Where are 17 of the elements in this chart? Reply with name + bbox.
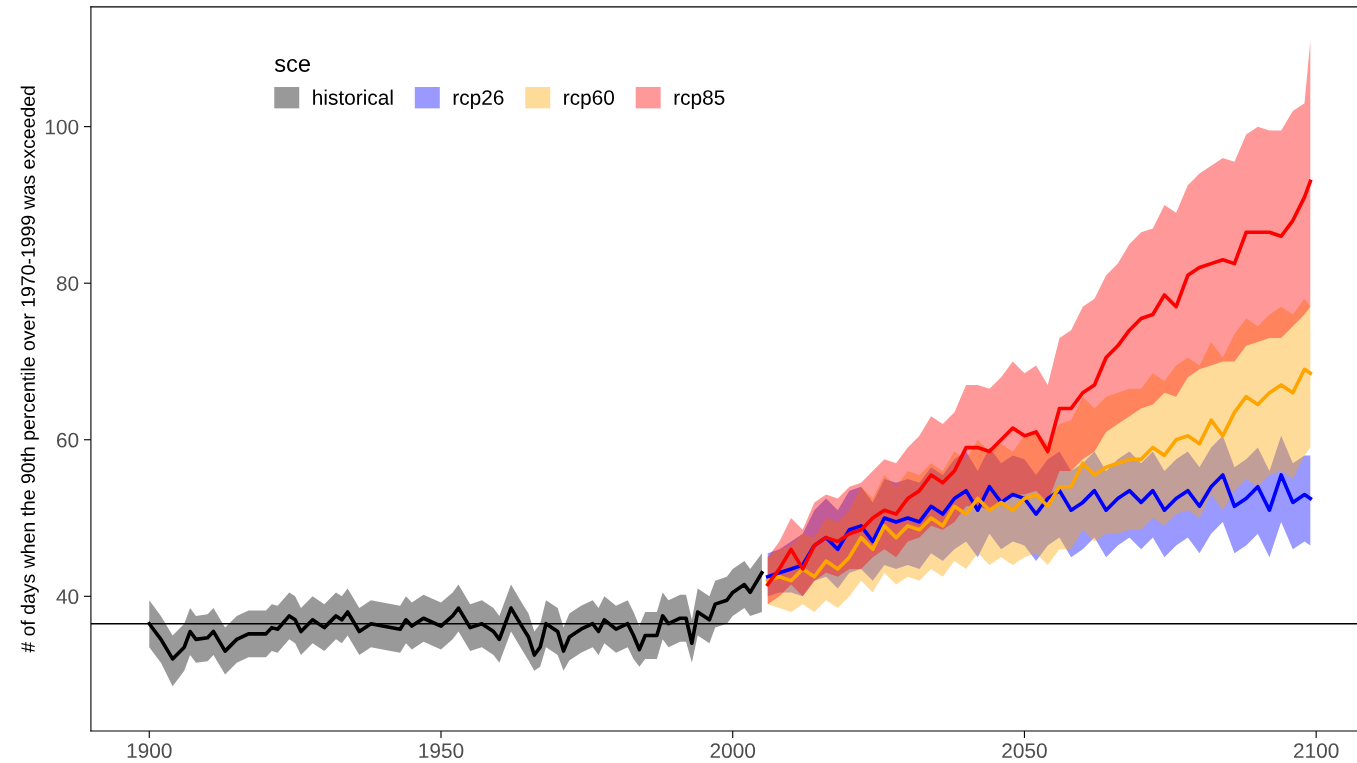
x-tick-label: 2050 [1002, 743, 1047, 759]
y-tick-label: 100 [45, 119, 79, 135]
y-tick-label: 80 [56, 276, 79, 291]
y-tick-label: 40 [56, 589, 79, 605]
line-series [765, 179, 1313, 587]
legend-label: rcp85 [674, 90, 725, 110]
y-axis-title: # of days when the 90th percentile over 1970-1999 was exceeded [20, 86, 39, 653]
y-tick-label: 60 [57, 432, 79, 448]
x-tick-label: 1950 [419, 743, 464, 759]
legend-label: historical [313, 89, 393, 105]
legend-label: rcp60 [564, 90, 615, 110]
legend-label: rcp26 [453, 90, 504, 110]
line-series [765, 367, 1313, 583]
x-tick-label: 2000 [710, 743, 756, 759]
legend-title: sce [274, 58, 310, 72]
x-tick-label: 2100 [1294, 743, 1339, 759]
x-tick-label: 1900 [127, 743, 172, 759]
